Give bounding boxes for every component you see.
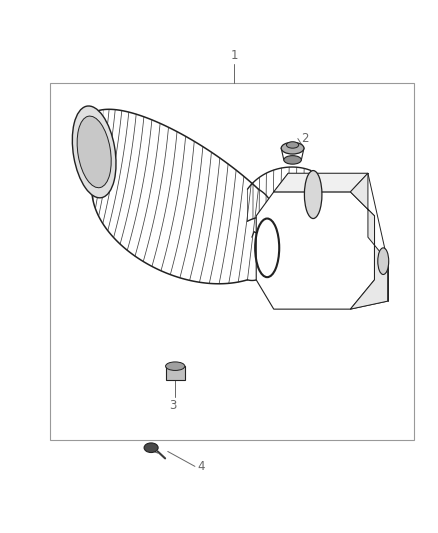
Ellipse shape <box>284 156 301 164</box>
Ellipse shape <box>286 142 299 148</box>
Ellipse shape <box>77 116 111 188</box>
Text: 3: 3 <box>170 399 177 411</box>
Bar <box>50 83 414 440</box>
Polygon shape <box>274 173 368 192</box>
Ellipse shape <box>166 362 185 370</box>
Ellipse shape <box>144 443 158 453</box>
Ellipse shape <box>281 142 304 154</box>
Polygon shape <box>350 173 388 309</box>
Bar <box>166 366 185 380</box>
Ellipse shape <box>72 106 116 198</box>
Polygon shape <box>256 192 374 309</box>
Text: 2: 2 <box>300 132 308 145</box>
Ellipse shape <box>304 171 322 219</box>
Ellipse shape <box>378 248 389 274</box>
Text: 1: 1 <box>230 50 238 62</box>
Text: 4: 4 <box>198 460 205 473</box>
